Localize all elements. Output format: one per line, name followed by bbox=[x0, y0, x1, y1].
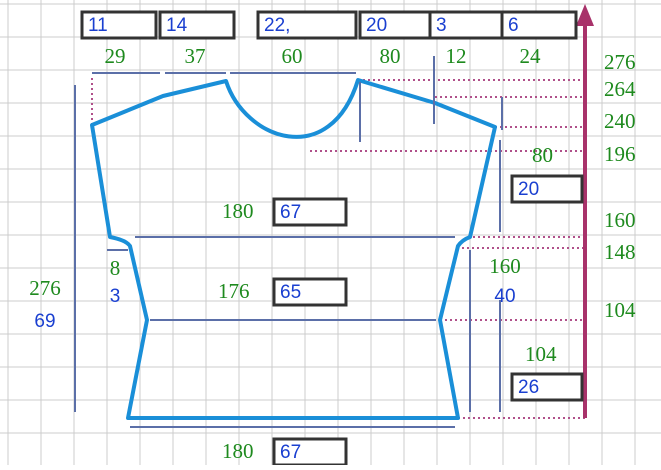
dimension-arrows bbox=[74, 56, 503, 428]
measure-label: 148 bbox=[604, 240, 636, 264]
guide-lines bbox=[91, 78, 585, 419]
measure-label: 180 bbox=[222, 439, 254, 463]
guides bbox=[91, 78, 585, 419]
value-box bbox=[428, 10, 504, 40]
measure-label: 60 bbox=[282, 44, 303, 68]
value-box bbox=[272, 277, 348, 307]
measure-label: 240 bbox=[604, 109, 636, 133]
box-text: 6 bbox=[508, 15, 519, 36]
box-text: 11 bbox=[88, 15, 108, 36]
measure-label: 80 bbox=[532, 143, 553, 167]
box-text: 20 bbox=[518, 179, 539, 200]
box-text: 65 bbox=[280, 282, 301, 303]
box-text: 22, bbox=[264, 15, 290, 36]
measure-label: 264 bbox=[604, 77, 636, 101]
measure-label: 160 bbox=[489, 254, 521, 278]
measure-label: 37 bbox=[185, 44, 206, 68]
measure-label: 29 bbox=[105, 44, 126, 68]
value-box bbox=[510, 174, 584, 204]
count-label: 69 bbox=[34, 311, 55, 332]
measure-label: 80 bbox=[380, 44, 401, 68]
box-text: 14 bbox=[166, 15, 188, 36]
measure-label: 160 bbox=[604, 208, 636, 232]
box-text: 67 bbox=[280, 202, 301, 223]
value-box bbox=[500, 10, 578, 40]
value-box bbox=[256, 10, 358, 40]
value-box bbox=[272, 197, 348, 227]
garment-outline bbox=[90, 78, 497, 420]
measure-label: 24 bbox=[520, 44, 542, 68]
measure-label: 8 bbox=[110, 256, 121, 280]
measure-label: 104 bbox=[525, 342, 557, 366]
box-text: 67 bbox=[280, 442, 301, 463]
measure-label: 176 bbox=[218, 279, 250, 303]
count-label: 40 bbox=[494, 286, 515, 307]
arrows bbox=[74, 56, 503, 428]
count-label: 3 bbox=[110, 286, 121, 307]
measure-label: 276 bbox=[29, 276, 61, 300]
measure-label: 276 bbox=[604, 50, 636, 74]
height-axis-head bbox=[576, 4, 594, 26]
measure-label: 180 bbox=[222, 199, 254, 223]
measure-label: 12 bbox=[446, 44, 467, 68]
box-text: 20 bbox=[366, 15, 387, 36]
value-box bbox=[80, 10, 158, 40]
box-text: 3 bbox=[436, 15, 447, 36]
measure-label: 104 bbox=[604, 298, 636, 322]
value-box bbox=[158, 10, 236, 40]
measure-label: 196 bbox=[604, 142, 636, 166]
box-text: 26 bbox=[518, 377, 539, 398]
value-box bbox=[510, 372, 584, 402]
